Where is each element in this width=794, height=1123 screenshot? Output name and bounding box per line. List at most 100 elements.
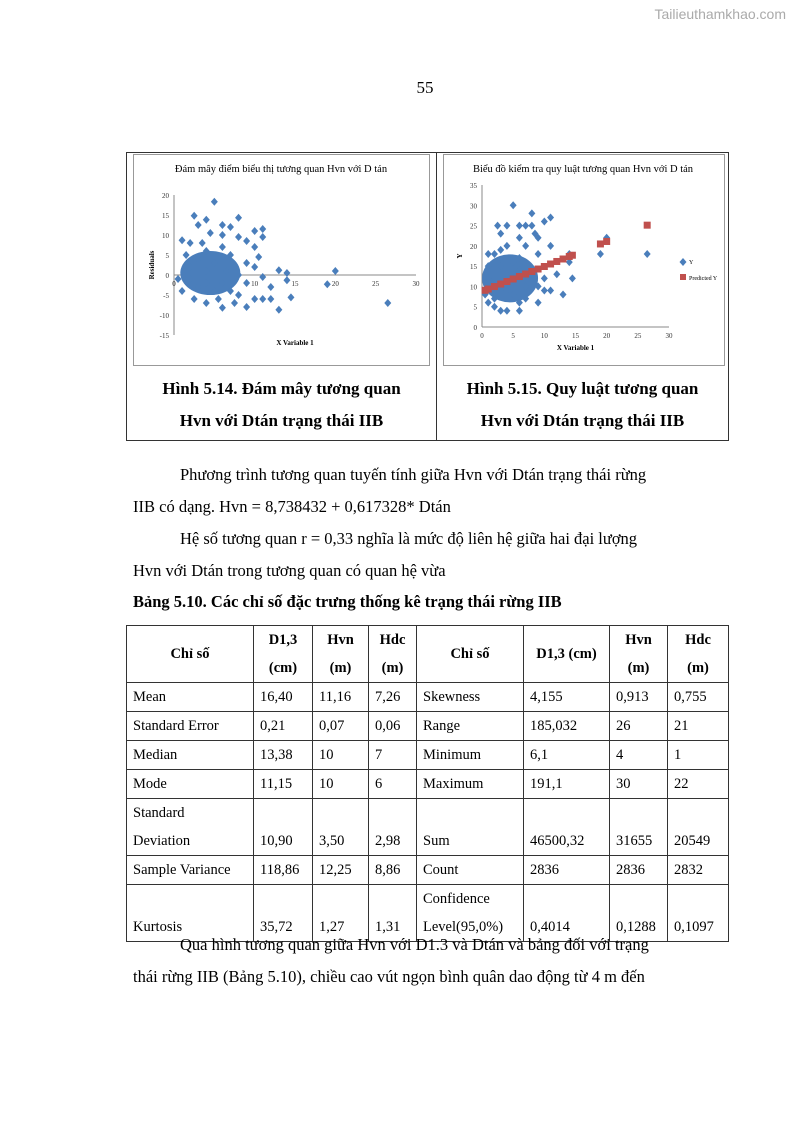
data-point — [494, 221, 502, 230]
data-point — [251, 295, 259, 303]
data-point — [235, 271, 243, 279]
table-cell: 4 — [609, 740, 668, 770]
table-cell: 10 — [312, 740, 369, 770]
table-cell: 16,40 — [253, 682, 313, 712]
predicted-point — [522, 270, 530, 278]
data-point — [218, 303, 226, 312]
legend-label-y: Y — [689, 260, 694, 266]
figure-table: Đám mây điểm biểu thị tương quan Hvn với… — [126, 152, 729, 441]
data-point — [534, 249, 542, 258]
data-point — [497, 229, 505, 238]
column-header: Hdc (m) — [667, 625, 729, 683]
table-row: Standard Deviation 10,90 3,50 2,98 Sum 46500,3… — [126, 798, 729, 856]
data-point — [243, 279, 251, 287]
data-point — [198, 239, 206, 247]
table-cell: 7,26 — [368, 682, 417, 712]
table-cell: Mean — [126, 682, 254, 712]
figure-caption-5-15: Hình 5.15. Quy luật tương quan Hvn với D… — [466, 379, 699, 430]
data-point — [178, 287, 186, 295]
data-point — [251, 243, 259, 251]
y-tick-label: 25 — [470, 223, 478, 231]
table-cell: 46500,32 — [523, 798, 610, 856]
data-point — [259, 273, 267, 281]
predicted-point — [603, 237, 611, 245]
data-point — [568, 274, 576, 283]
y-tick-label: 20 — [470, 243, 478, 251]
data-point — [484, 262, 492, 271]
data-point — [202, 299, 210, 307]
table-cell: 8,86 — [368, 855, 417, 885]
data-point — [190, 295, 198, 303]
column-header: Chỉ số — [126, 625, 254, 683]
table-cell: 11,15 — [253, 769, 313, 799]
data-point — [596, 249, 604, 258]
chart-title: Biểu đồ kiểm tra quy luật tương quan Hvn… — [473, 164, 694, 175]
column-header: Hvn (m) — [312, 625, 369, 683]
table-cell: 0,07 — [312, 711, 369, 741]
data-point — [259, 233, 267, 241]
data-point — [174, 275, 182, 283]
table-cell: 0,4014 — [523, 884, 610, 942]
table-cell: Range — [416, 711, 524, 741]
predicted-point — [547, 260, 555, 268]
data-point — [235, 213, 243, 222]
data-point — [497, 245, 505, 254]
data-point — [679, 258, 687, 266]
figure-caption-5-14: Hình 5.14. Đám mây tương quan Hvn với Dt… — [162, 379, 401, 430]
data-point — [202, 247, 210, 255]
legend-label-predicted: Predicted Y — [689, 276, 718, 282]
data-point — [226, 287, 234, 295]
data-point — [214, 295, 222, 303]
table-cell: Standard Error — [126, 711, 254, 741]
table-cell: 0,1288 — [609, 884, 668, 942]
chart-frame — [133, 154, 430, 366]
data-point — [259, 295, 267, 303]
data-point — [186, 263, 194, 271]
table-cell: 12,25 — [312, 855, 369, 885]
data-point — [243, 237, 251, 245]
x-tick-label: 30 — [666, 332, 674, 340]
data-point — [484, 249, 492, 258]
y-tick-label: -5 — [163, 292, 169, 300]
data-point — [509, 290, 517, 299]
y-tick-label: 35 — [470, 182, 478, 190]
table-cell: 2836 — [523, 855, 610, 885]
data-point — [202, 267, 210, 275]
predicted-point — [534, 265, 542, 273]
data-point — [194, 221, 202, 229]
x-axis-label: X Variable 1 — [276, 339, 314, 347]
table-cell: Mode — [126, 769, 254, 799]
table-cell: Kurtosis — [126, 884, 254, 942]
x-tick-label: 10 — [251, 280, 259, 288]
y-axis-label: Residuals — [148, 250, 156, 279]
y-tick-label: 0 — [474, 324, 478, 332]
data-point — [283, 269, 291, 277]
data-point — [515, 233, 523, 242]
data-point — [515, 221, 523, 230]
data-point — [531, 229, 539, 238]
data-point — [182, 251, 190, 259]
table-header-row: Chỉ số D1,3 (cm) Hvn (m) Hdc (m) Chỉ số D1,3 (cm… — [126, 625, 729, 683]
data-point — [222, 267, 230, 275]
x-tick-label: 10 — [541, 332, 549, 340]
data-point — [522, 294, 530, 303]
table-cell: 2836 — [609, 855, 668, 885]
predicted-point — [528, 267, 536, 275]
residuals-chart: Đám mây điểm biểu thị tương quan Hvn với… — [133, 154, 430, 366]
table-cell: 10 — [312, 769, 369, 799]
data-point — [218, 243, 226, 251]
data-point — [218, 231, 226, 239]
data-point — [287, 293, 295, 302]
predicted-point — [643, 221, 651, 229]
table-cell: 6,1 — [523, 740, 610, 770]
table-cell: 185,032 — [523, 711, 610, 741]
data-point — [484, 298, 492, 307]
data-point — [553, 270, 561, 279]
paragraph-closing: Qua hình tương quan giữa Hvn với D1.3 và… — [133, 935, 649, 986]
column-header: Chỉ số — [416, 625, 524, 683]
data-point — [218, 221, 226, 229]
table-cell: 2832 — [667, 855, 729, 885]
table-cell: 6 — [368, 769, 417, 799]
data-point — [202, 215, 210, 224]
data-point — [534, 282, 542, 291]
